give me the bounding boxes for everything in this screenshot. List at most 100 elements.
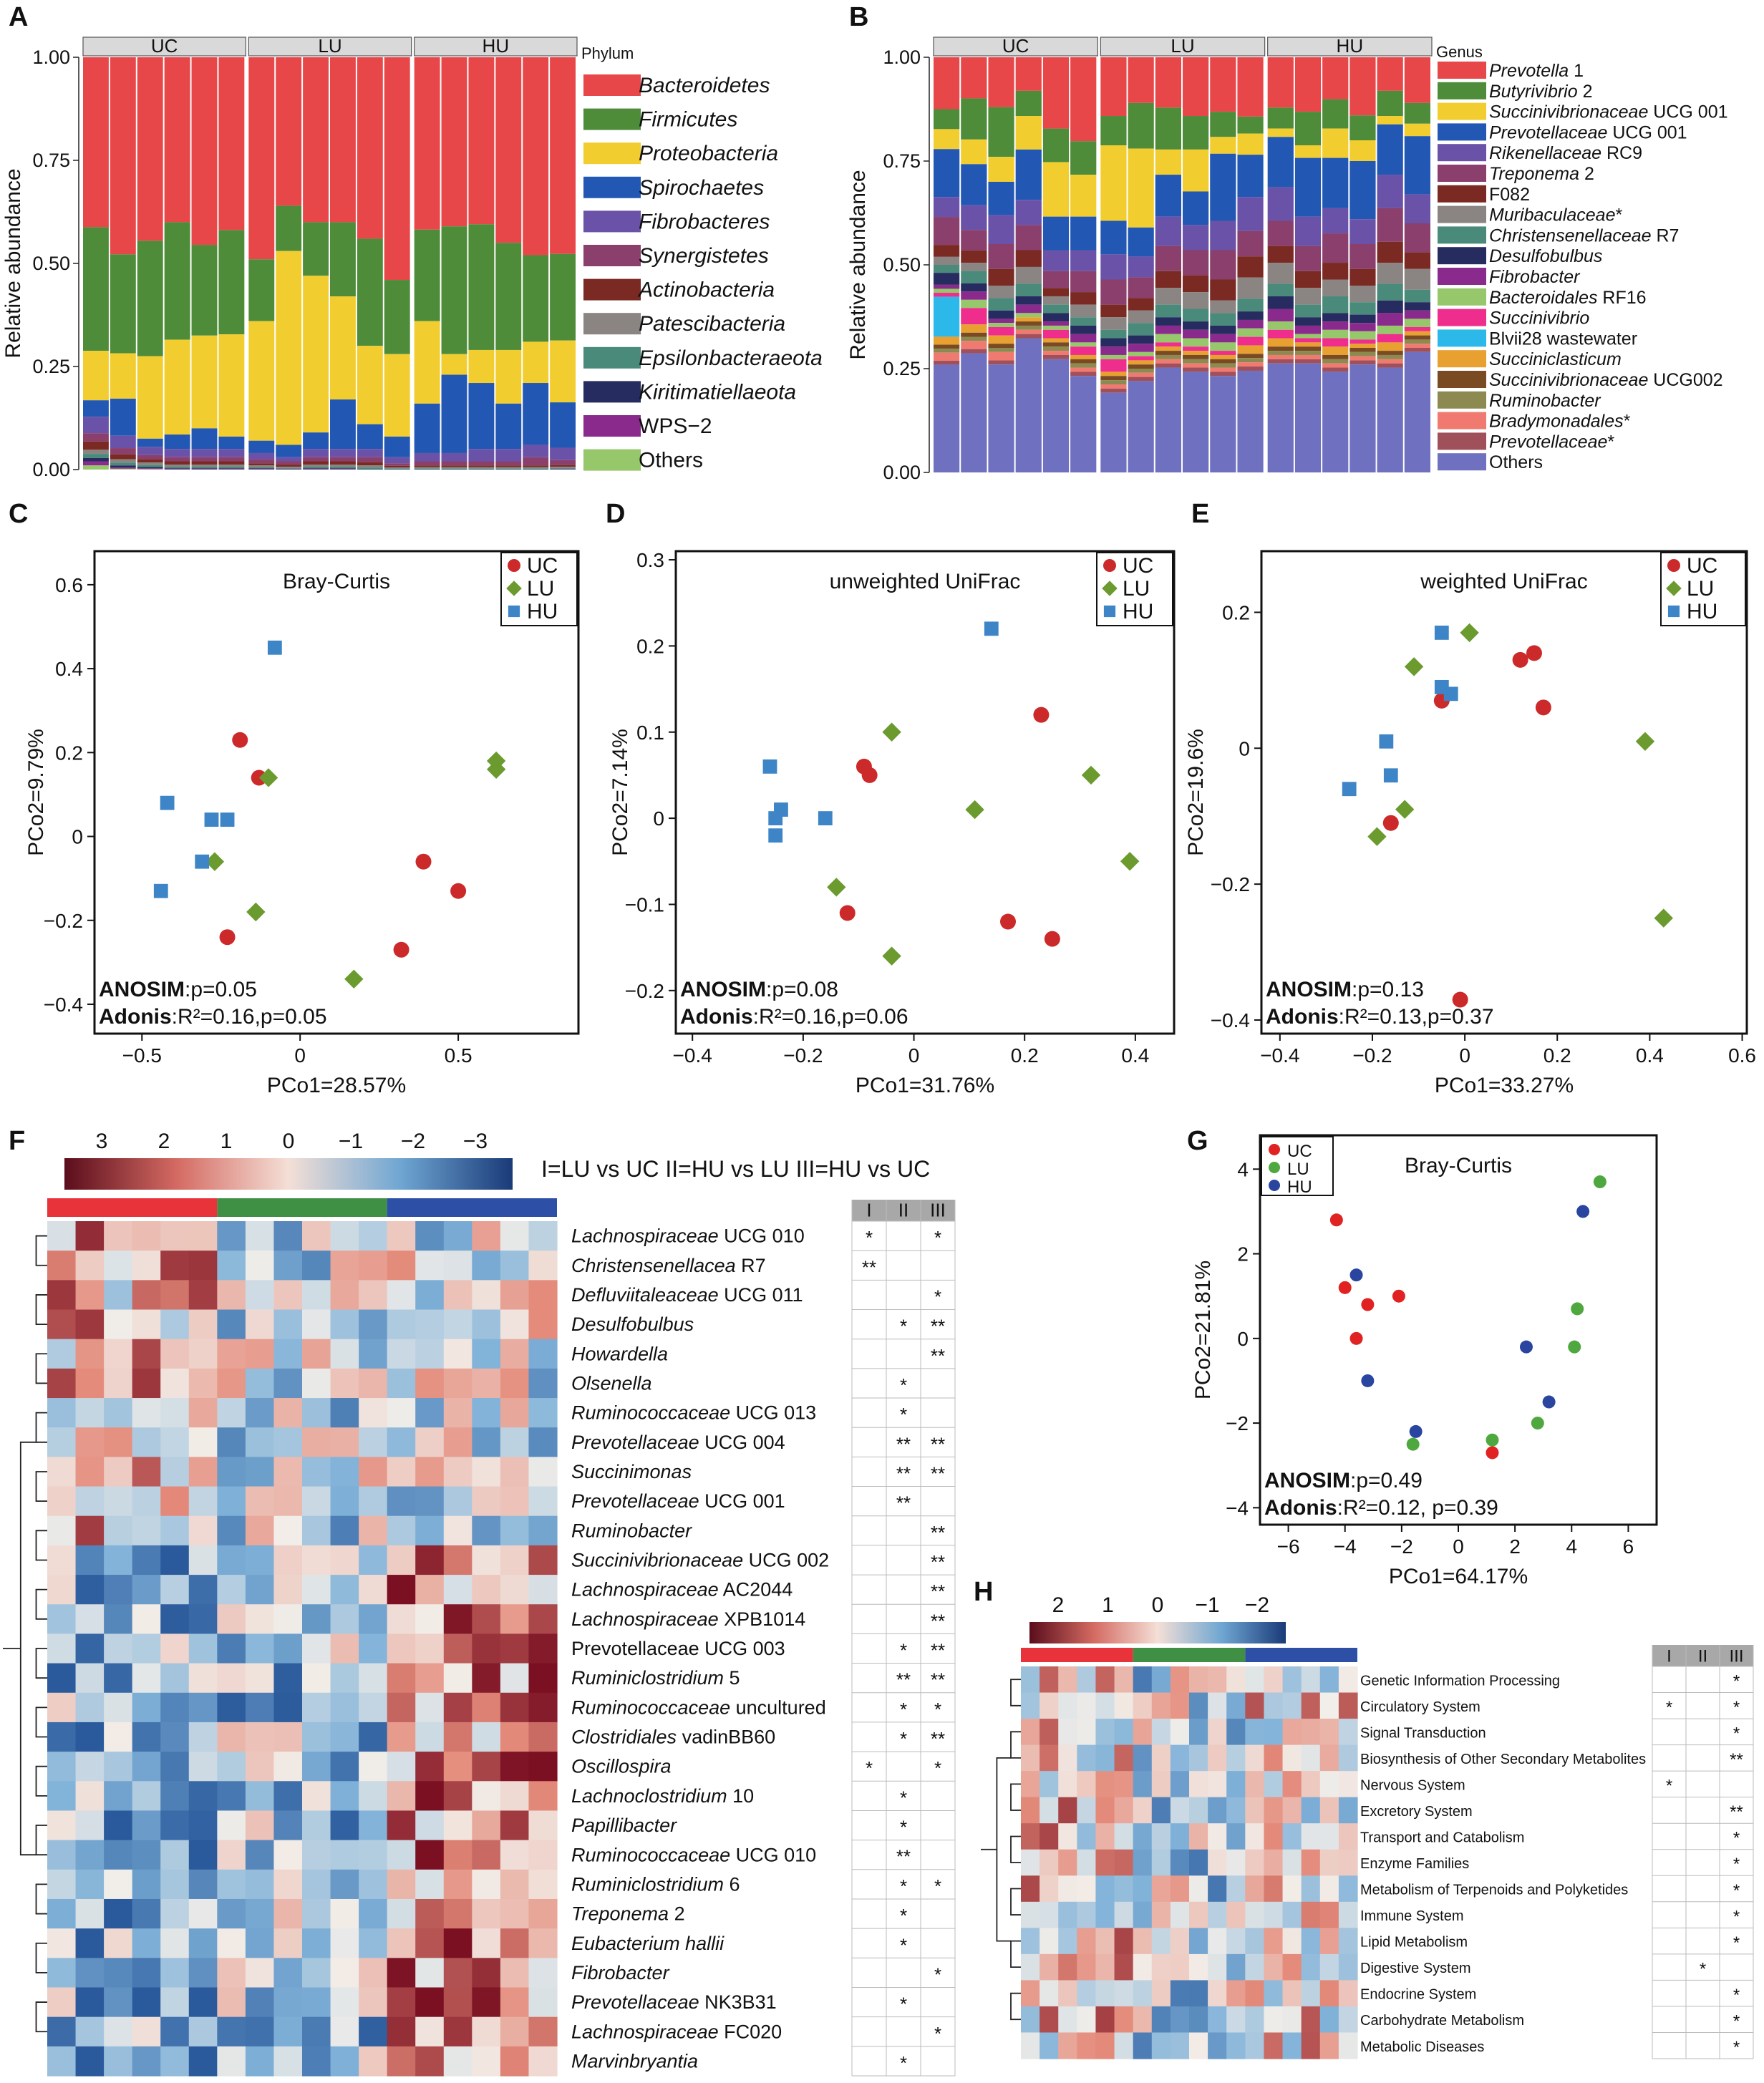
heatmap-cell xyxy=(528,1575,558,1605)
bar-segment xyxy=(1322,346,1349,355)
bar-segment xyxy=(1015,200,1042,225)
legend-label: UC xyxy=(1123,554,1153,578)
heatmap-cell xyxy=(359,1869,388,1900)
heatmap-cell xyxy=(132,1604,161,1635)
legend-marker xyxy=(508,605,520,618)
sig-marker: * xyxy=(1733,1881,1740,1900)
bar-segment xyxy=(1294,271,1322,288)
sig-marker: * xyxy=(934,1286,941,1307)
heatmap-cell xyxy=(273,1486,303,1517)
bar-segment xyxy=(1377,342,1403,351)
panel-letter-e: E xyxy=(1191,499,1209,529)
text-span: Lachnospiraceae xyxy=(571,2021,719,2042)
text-span: ANOSIM xyxy=(99,978,185,1001)
text-span: Rikenellaceae xyxy=(1489,143,1601,163)
heatmap-cell xyxy=(1151,1928,1171,1955)
heatmap-cell xyxy=(387,1486,416,1517)
heatmap-cell xyxy=(245,1869,275,1900)
heatmap-cell xyxy=(1338,1666,1358,1694)
heatmap-cell xyxy=(1208,2032,1227,2059)
heatmap-cell xyxy=(359,1368,388,1399)
heatmap-cell xyxy=(132,1958,161,1989)
heatmap-cell xyxy=(1077,1692,1097,1719)
bar-segment xyxy=(1294,346,1322,351)
text-span: Ruminobacter xyxy=(571,1520,692,1541)
bar-segment xyxy=(137,465,163,467)
text-span: UCG 004 xyxy=(699,1432,785,1453)
legend-swatch xyxy=(1438,391,1486,409)
heatmap-cell xyxy=(104,1663,133,1694)
heatmap-cell xyxy=(1208,1849,1227,1876)
heatmap-cell xyxy=(472,1958,501,1989)
heatmap-cell xyxy=(160,1810,190,1841)
heatmap-cell xyxy=(245,1810,275,1841)
sig-marker: ** xyxy=(931,1345,945,1366)
heatmap-cell xyxy=(47,1251,77,1281)
heatmap-cell xyxy=(415,1898,445,1929)
row-label: Lachnospiraceae FC020 xyxy=(571,2021,782,2042)
bar-segment xyxy=(1128,344,1154,352)
bar-segment xyxy=(83,461,109,466)
bar-segment xyxy=(1377,363,1403,368)
heatmap-cell xyxy=(359,1840,388,1870)
heatmap-cell xyxy=(1151,1692,1171,1719)
bar-segment xyxy=(441,226,467,354)
sig-marker: * xyxy=(1666,1698,1672,1717)
heatmap-cell xyxy=(500,1604,530,1635)
heatmap-cell xyxy=(1040,1953,1059,1981)
bar-segment xyxy=(414,461,440,466)
bar-segment xyxy=(468,224,495,350)
heatmap-cell xyxy=(528,1604,558,1635)
x-tick-label: 2 xyxy=(1509,1535,1521,1558)
heatmap-cell xyxy=(160,1427,190,1457)
text-span: 5 xyxy=(724,1667,740,1689)
heatmap-cell xyxy=(387,1840,416,1870)
data-point-uc xyxy=(1452,991,1468,1008)
bar-segment xyxy=(934,364,960,472)
bar-segment xyxy=(414,469,440,470)
heatmap-cell xyxy=(302,2016,331,2047)
bar-segment xyxy=(1267,128,1294,137)
heatmap-cell xyxy=(528,1457,558,1487)
heatmap-cell xyxy=(188,1987,218,2018)
bar-segment xyxy=(523,255,549,342)
heatmap-cell xyxy=(472,1781,501,1812)
heatmap-cell xyxy=(47,1722,77,1752)
text-span: Butyrivibrio xyxy=(1489,82,1578,102)
heatmap-cell xyxy=(273,1840,303,1870)
row-label: Ruminobacter xyxy=(571,1520,692,1541)
bar-segment xyxy=(1100,145,1127,221)
bar-segment xyxy=(1100,354,1127,359)
bar-segment xyxy=(1183,363,1209,368)
bar-segment xyxy=(1155,107,1181,150)
heatmap-cell xyxy=(273,1575,303,1605)
y-tick-label: 0.00 xyxy=(32,459,70,480)
heatmap-cell xyxy=(217,1545,246,1575)
bar-segment xyxy=(1128,256,1154,278)
heatmap-cell xyxy=(273,1928,303,1958)
bar-segment xyxy=(164,57,190,223)
legend-label: Prevotella 1 xyxy=(1489,61,1584,81)
heatmap-cell xyxy=(1189,1875,1208,1903)
bar-segment xyxy=(1322,372,1349,472)
bar-segment xyxy=(1210,363,1236,368)
heatmap-cell xyxy=(273,1457,303,1487)
heatmap-cell xyxy=(359,1575,388,1605)
group-bar-lu xyxy=(1133,1648,1246,1662)
bar-segment xyxy=(191,469,218,470)
bar-segment xyxy=(1267,246,1294,263)
bar-segment xyxy=(303,465,329,467)
heatmap-cell xyxy=(47,1752,77,1782)
bar-segment xyxy=(441,465,467,467)
bar-segment xyxy=(218,457,245,462)
heatmap-cell xyxy=(188,1398,218,1428)
heatmap-cell xyxy=(47,1309,77,1340)
row-label: Succinivibrionaceae UCG 002 xyxy=(571,1550,829,1571)
bar-segment xyxy=(1377,124,1403,175)
heatmap-cell xyxy=(528,1722,558,1752)
heatmap-cell xyxy=(273,2016,303,2047)
bar-segment xyxy=(1015,225,1042,251)
bar-segment xyxy=(191,428,218,450)
data-point-hu xyxy=(1349,1268,1363,1282)
bar-segment xyxy=(1042,329,1070,339)
